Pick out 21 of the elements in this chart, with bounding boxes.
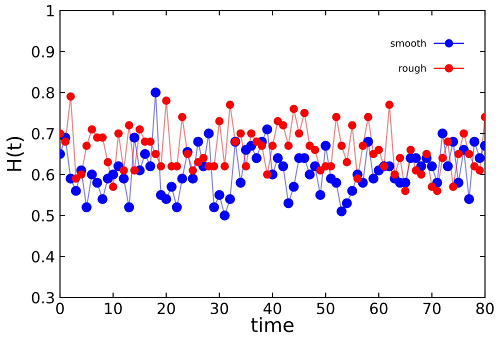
y-tick-label: 0.8 (32, 86, 54, 99)
x-tick-label: 0 (56, 302, 64, 314)
legend-label: smooth (390, 39, 426, 47)
x-axis-title: time (251, 317, 294, 332)
y-tick-label: 0.5 (32, 210, 54, 222)
x-tick-label: 40 (264, 302, 282, 314)
y-tick-label: 0.9 (32, 46, 54, 58)
y-tick-label: 0.4 (32, 250, 54, 263)
y-tick-label: 0.3 (32, 292, 54, 304)
y-tick-label: 1 (47, 5, 54, 16)
x-tick-label: 70 (423, 302, 441, 314)
x-tick-label: 20 (158, 302, 175, 314)
y-tick-label: 0.7 (32, 128, 54, 140)
y-axis-title: H(t) (6, 136, 24, 171)
x-tick-label: 60 (370, 302, 388, 314)
x-tick-label: 80 (476, 302, 494, 314)
x-tick-label: 30 (210, 302, 228, 314)
x-tick-label: 50 (317, 302, 334, 314)
x-tick-label: 10 (105, 302, 122, 314)
y-tick-label: 0.6 (32, 168, 54, 181)
legend-label: rough (399, 64, 426, 74)
